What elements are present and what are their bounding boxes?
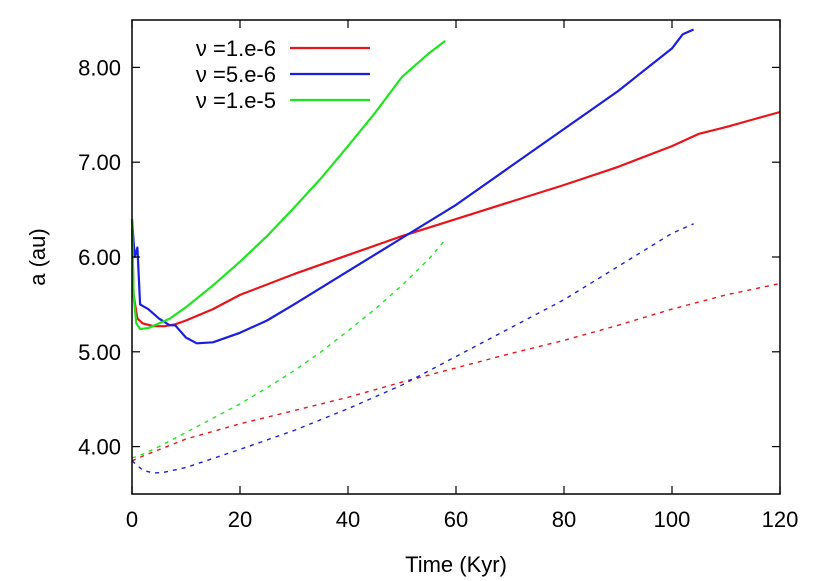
series-line-6: [131, 239, 446, 459]
y-tick-label: 5.00: [78, 340, 121, 365]
x-tick-label: 100: [654, 507, 691, 532]
x-tick-label: 40: [336, 507, 360, 532]
x-tick-label: 80: [552, 507, 576, 532]
series-line-1: [130, 110, 781, 328]
legend-label: ν =1.e-6: [196, 36, 276, 61]
series-line-2: [130, 28, 695, 345]
x-tick-label: 60: [444, 507, 468, 532]
legend-label: ν =5.e-6: [196, 62, 276, 87]
y-tick-label: 4.00: [78, 435, 121, 460]
legend: ν =1.e-6ν =5.e-6ν =1.e-5: [196, 36, 370, 113]
series-line-5: [131, 223, 694, 474]
ticks-layer: 0 20 40 60 80 100 120 4.00 5.00 6.00 7.00 8.00: [78, 20, 798, 532]
series-line-3: [130, 40, 446, 331]
y-axis-title: a (au): [25, 228, 50, 285]
legend-label: ν =1.e-5: [196, 88, 276, 113]
x-axis-title: Time (Kyr): [405, 552, 507, 577]
x-tick-label: 20: [228, 507, 252, 532]
y-tick-label: 8.00: [78, 55, 121, 80]
y-tick-label: 6.00: [78, 245, 121, 270]
series-line-4: [131, 282, 781, 462]
x-tick-label: 0: [126, 507, 138, 532]
series-layer: [130, 28, 781, 474]
x-tick-label: 120: [762, 507, 799, 532]
y-tick-label: 7.00: [78, 150, 121, 175]
